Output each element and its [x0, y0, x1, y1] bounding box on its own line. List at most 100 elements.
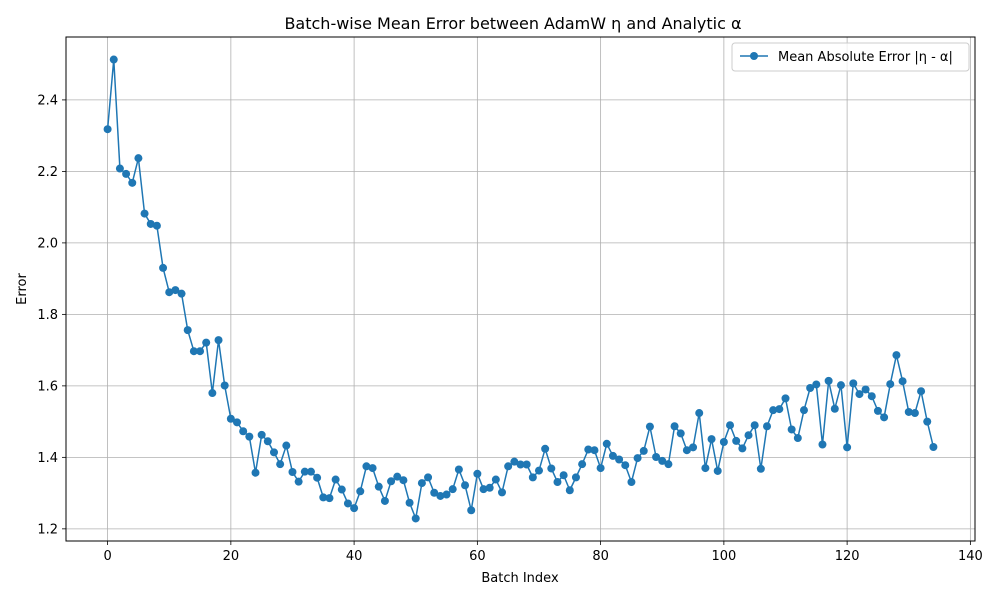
data-point: [282, 441, 291, 450]
data-point: [541, 444, 550, 453]
data-point: [374, 482, 383, 491]
y-axis-ticks: 1.2 1.4 1.6 1.8 2.0 2.2 2.4: [37, 93, 66, 537]
data-point: [442, 490, 451, 499]
data-point: [658, 456, 667, 465]
data-point: [233, 418, 242, 427]
data-point: [393, 472, 402, 481]
data-point: [331, 475, 340, 484]
legend-marker-swatch: [750, 52, 758, 60]
data-point: [910, 409, 919, 418]
data-point: [479, 485, 488, 494]
data-point: [122, 169, 131, 178]
data-point: [276, 460, 285, 469]
data-point: [676, 429, 685, 438]
data-point: [257, 430, 266, 439]
data-point: [115, 164, 124, 173]
data-point: [652, 453, 661, 461]
data-point: [812, 380, 821, 389]
data-point: [855, 390, 864, 399]
data-point: [738, 444, 747, 453]
x-tick-label: 140: [958, 549, 983, 564]
legend: Mean Absolute Error |η - α|: [731, 42, 970, 72]
data-point: [504, 462, 513, 471]
data-point: [109, 55, 118, 64]
data-point: [491, 475, 500, 484]
data-point: [368, 464, 377, 473]
data-point: [781, 394, 790, 403]
data-point: [522, 460, 531, 469]
data-point: [146, 219, 155, 228]
data-point: [294, 477, 303, 486]
legend-label: Mean Absolute Error |η - α|: [778, 50, 953, 65]
data-point: [787, 425, 796, 434]
data-point: [775, 405, 784, 414]
y-tick-label: 1.6: [37, 379, 58, 394]
legend-box: [731, 42, 970, 72]
data-point: [251, 468, 260, 477]
data-point: [750, 421, 759, 430]
x-axis-ticks: 0 20 40 60 80 100 120 140: [103, 541, 983, 564]
data-point: [239, 427, 248, 436]
data-point: [424, 473, 433, 482]
data-point: [165, 288, 174, 297]
x-tick-label: 60: [469, 549, 486, 564]
data-point: [769, 406, 778, 415]
data-point: [836, 381, 845, 390]
data-point: [664, 460, 673, 469]
data-point: [516, 460, 525, 469]
data-point: [177, 289, 186, 298]
x-axis-label: Batch Index: [481, 571, 559, 586]
data-point: [380, 496, 389, 505]
data-point: [886, 380, 895, 389]
data-point: [627, 478, 636, 487]
data-point: [528, 473, 537, 482]
x-tick-label: 40: [346, 549, 363, 564]
data-point: [645, 422, 654, 431]
data-point: [288, 468, 297, 477]
data-point: [763, 422, 772, 431]
x-tick-label: 120: [835, 549, 860, 564]
data-point: [356, 487, 365, 496]
data-point: [695, 409, 704, 418]
data-point: [923, 417, 932, 426]
data-point: [128, 178, 137, 187]
data-point: [454, 465, 463, 474]
data-point: [670, 422, 679, 431]
y-tick-label: 2.4: [37, 93, 58, 108]
data-point: [461, 481, 470, 490]
data-point: [319, 493, 328, 502]
y-tick-label: 2.0: [37, 236, 58, 251]
y-tick-label: 1.4: [37, 451, 58, 466]
data-point: [799, 406, 808, 415]
data-point: [904, 407, 913, 416]
data-point: [245, 432, 254, 441]
data-point: [534, 466, 543, 475]
data-point: [602, 439, 611, 448]
data-point: [269, 448, 278, 457]
data-point: [337, 485, 346, 494]
data-point: [867, 392, 876, 401]
data-point: [473, 469, 482, 478]
data-point: [306, 467, 315, 476]
y-tick-label: 1.2: [37, 522, 58, 537]
data-point: [220, 381, 229, 390]
data-point: [448, 485, 457, 494]
data-point: [171, 286, 180, 295]
data-point: [744, 431, 753, 440]
data-point: [806, 384, 815, 393]
x-tick-label: 0: [103, 549, 111, 564]
data-point: [917, 387, 926, 396]
data-point: [183, 326, 192, 335]
data-point: [590, 446, 599, 455]
data-point: [873, 406, 882, 415]
data-point: [596, 464, 605, 473]
data-point: [615, 455, 624, 464]
plot-frame: [65, 36, 976, 542]
data-point: [430, 488, 439, 497]
data-point: [498, 488, 507, 497]
chart-title: Batch-wise Mean Error between AdamW η an…: [284, 14, 741, 33]
data-point: [701, 464, 710, 473]
data-point: [510, 457, 519, 466]
data-point: [417, 479, 426, 488]
